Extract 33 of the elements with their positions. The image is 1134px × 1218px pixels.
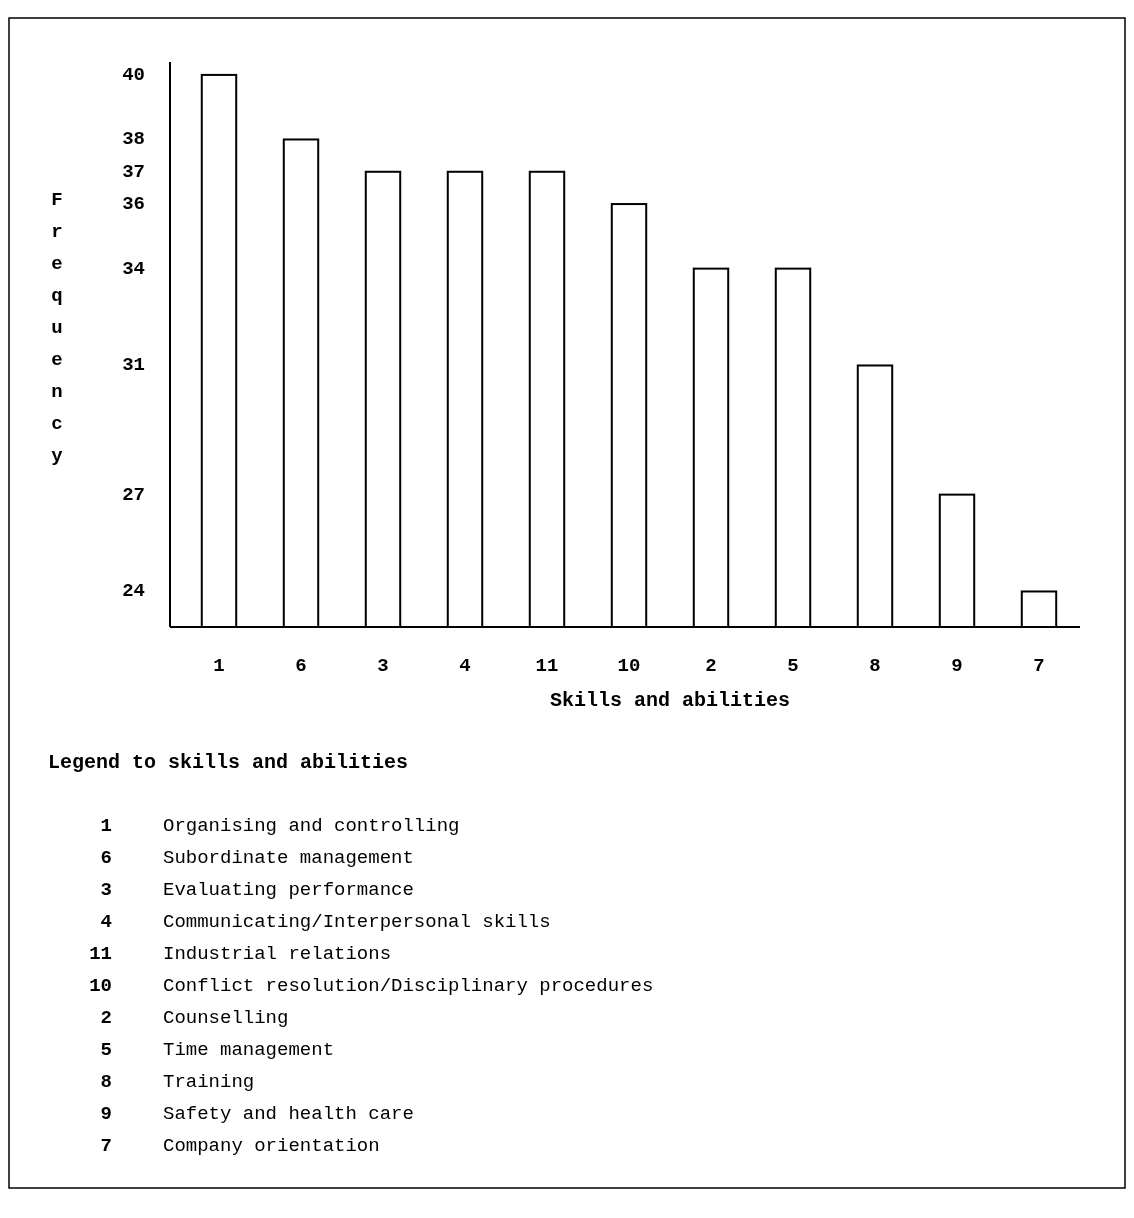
x-tick-label: 4 [459,655,471,677]
y-tick-label: 31 [122,354,145,377]
text: 6 Subordinate management [100,847,414,869]
text: 11 Industrial relations [89,943,392,965]
y-tick-label: 40 [122,63,145,86]
text: Frequency [51,189,63,467]
text: 2 Counselling [100,1007,289,1029]
x-tick-label: 5 [787,655,799,677]
y-tick-label: 27 [122,483,145,506]
text: 3 Evaluating performance [100,879,414,901]
x-tick-label: 8 [869,655,881,677]
text: 1 Organising and controlling [100,815,460,837]
y-tick-label: 38 [122,128,145,151]
x-tick-label: 7 [1033,655,1045,677]
text: 4 Communicating/Interpersonal skills [100,911,551,933]
y-tick-label: 34 [122,257,145,280]
text: 10 Conflict resolution/Disciplinary procedures [89,975,654,997]
x-tick-label: 6 [295,655,307,677]
x-tick-label: 2 [705,655,717,677]
text: 7 Company orientation [100,1135,380,1157]
x-tick-label: 11 [535,655,559,677]
y-tick-label: 24 [122,580,145,603]
x-tick-label: 9 [951,655,963,677]
y-tick-label: 36 [122,193,145,216]
x-axis-title: Skills and abilities [549,688,791,712]
text: Legend to skills and abilities [48,750,409,774]
text: 8 Training [100,1071,255,1093]
y-tick-label: 37 [122,160,145,183]
x-tick-label: 1 [213,655,225,677]
text: 5 Time management [100,1039,335,1061]
x-tick-label: 10 [617,655,641,677]
text: 9 Safety and health care [100,1103,414,1125]
x-tick-label: 3 [377,655,389,677]
